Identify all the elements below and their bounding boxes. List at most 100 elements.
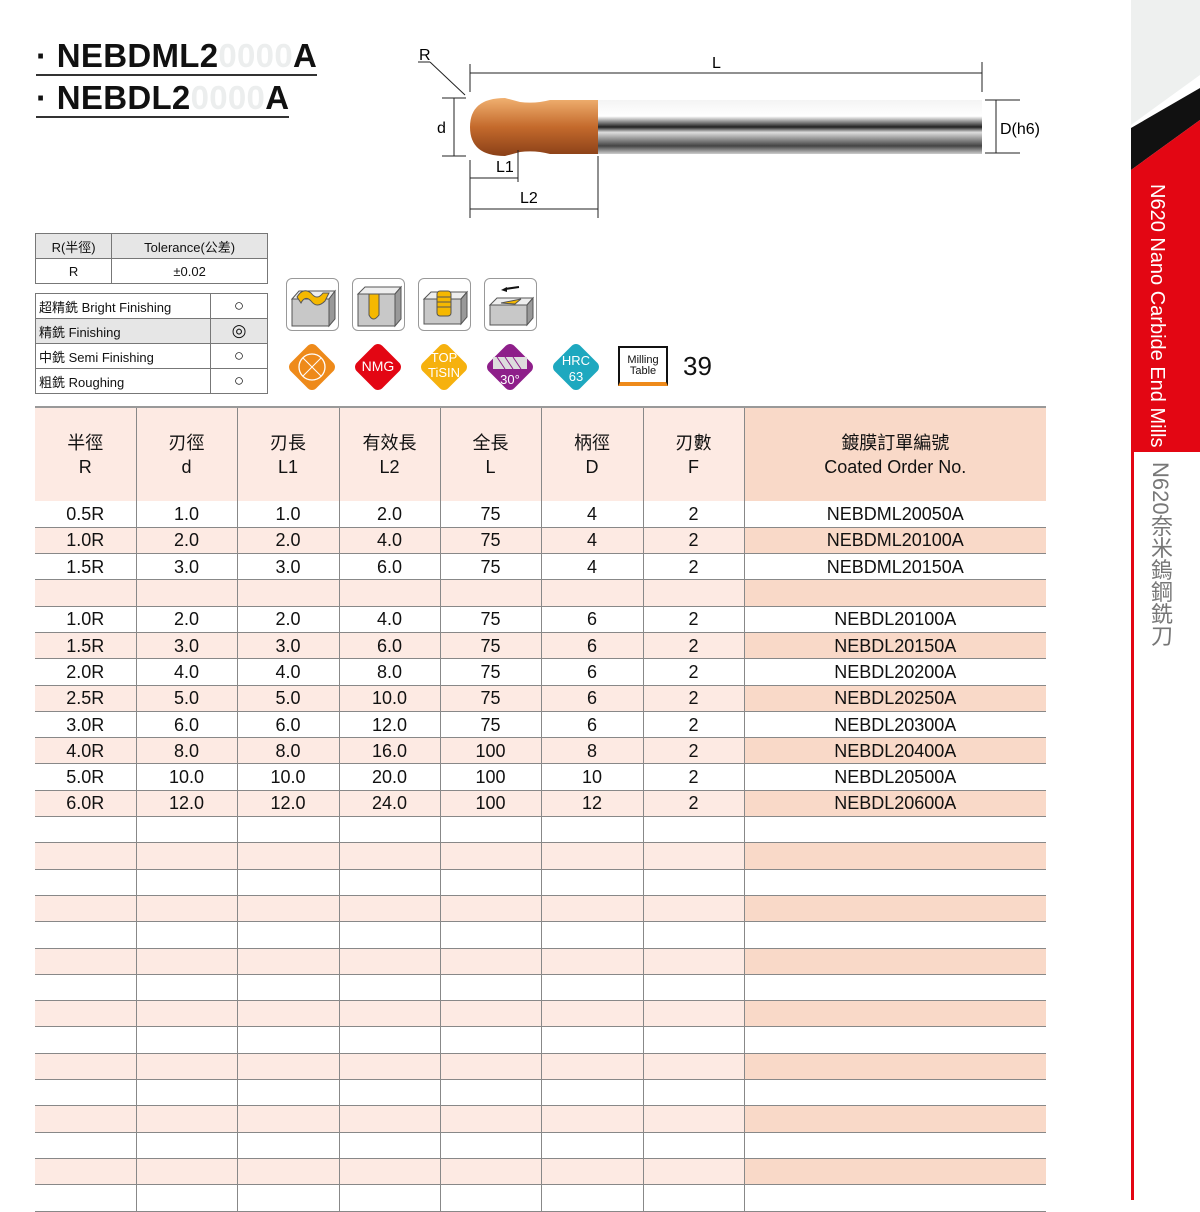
table-cell [135,1105,238,1133]
table-cell [439,895,542,923]
table-row [35,948,1046,975]
table-cell [439,1026,542,1054]
table-cell: 2.0R [35,658,137,686]
table-cell [642,1158,745,1186]
table-cell [743,1132,1046,1159]
table-cell [236,1184,340,1212]
table-cell [236,1026,340,1054]
table-cell: 1.0R [35,527,137,555]
column-header-line: d [181,456,192,477]
table-cell [338,974,441,1002]
table-label: Table [629,365,657,377]
table-cell [743,816,1046,844]
coating-badge: TOP TiSIN [417,340,471,394]
finishing-mark: ◎ [210,318,268,344]
table-cell [642,579,745,607]
title-ghost: 0000 [190,79,266,116]
table-cell [135,816,238,844]
table-cell [35,816,137,844]
table-cell [439,816,542,844]
column-header: 半徑 R [35,406,137,501]
table-cell [236,869,340,896]
table-cell: 20.0 [338,763,441,791]
label-D: D(h6) [1000,121,1040,138]
table-cell [338,1000,441,1028]
table-cell [338,948,441,975]
table-cell [642,1132,745,1159]
table-cell [540,1105,644,1133]
table-cell: 3.0R [35,711,137,739]
table-cell: 2 [642,632,745,660]
table-cell: 2 [642,790,745,818]
table-cell [439,974,542,1002]
bullet: · [36,37,48,74]
label-L: L [712,55,721,72]
table-cell: 2.0 [236,606,340,633]
table-cell: 12.0 [338,711,441,739]
table-cell: 1.0R [35,606,137,633]
helix-badge: 30° [483,340,537,394]
table-cell [540,895,644,923]
table-cell: 2.0 [135,527,238,555]
table-row: 1.5R 3.0 3.0 6.0 75 6 2 NEBDL20150A [35,632,1046,660]
table-cell [540,974,644,1002]
table-cell [338,869,441,896]
table-cell [540,921,644,949]
finishing-mark: ○ [210,368,268,394]
label-R: R [419,47,431,64]
table-cell: 8.0 [236,737,340,765]
table-cell: 2 [642,685,745,712]
table-cell [35,974,137,1002]
hrc-value: 63 [568,369,584,384]
coating-top: TOP [430,350,458,365]
table-cell: 24.0 [338,790,441,818]
tolerance-header: Tolerance(公差) [111,233,268,259]
table-row [35,869,1046,896]
table-cell: NEBDML20150A [743,553,1046,581]
label-L2: L2 [520,190,538,207]
column-header: 鍍膜訂單編號 Coated Order No. [743,406,1046,501]
nmg-badge: NMG [351,340,405,394]
table-row [35,1053,1046,1081]
table-cell: NEBDL20150A [743,632,1046,660]
column-header-line: 柄徑 [574,432,610,453]
table-cell [439,1158,542,1186]
table-cell [743,1026,1046,1054]
table-cell: 2.0 [338,501,441,528]
table-cell: 3.0 [236,553,340,581]
table-cell [540,1132,644,1159]
table-cell: 16.0 [338,737,441,765]
table-cell [439,1079,542,1107]
milling-table-icon[interactable]: Milling Table [618,346,668,386]
finishing-label: 中銑 Semi Finishing [35,343,211,369]
table-cell: 2 [642,763,745,791]
sidebar-title-english: N620 Nano Carbide End Mills [1146,184,1168,448]
table-cell [642,816,745,844]
table-cell [35,1026,137,1054]
table-row: 2.5R 5.0 5.0 10.0 75 6 2 NEBDL20250A [35,685,1046,712]
table-cell: 6 [540,658,644,686]
table-cell: 4.0 [135,658,238,686]
table-row [35,579,1046,607]
table-row: 1.5R 3.0 3.0 6.0 75 4 2 NEBDML20150A [35,553,1046,581]
table-cell: 12.0 [236,790,340,818]
table-cell [439,921,542,949]
table-row: 5.0R 10.0 10.0 20.0 100 10 2 NEBDL20500A [35,763,1046,791]
table-cell [338,1026,441,1054]
tolerance-value: ±0.02 [111,258,268,284]
table-cell: 12.0 [135,790,238,818]
helix-label: 30° [500,372,520,387]
page-reference[interactable]: 39 [683,351,712,381]
table-cell: 5.0 [135,685,238,712]
table-cell [540,1053,644,1081]
ball-nose-icon [289,344,335,390]
table-cell [642,1000,745,1028]
table-row: 6.0R 12.0 12.0 24.0 100 12 2 NEBDL20600A [35,790,1046,818]
table-cell [35,921,137,949]
table-cell [540,1184,644,1212]
table-cell: 2 [642,606,745,633]
table-cell [540,948,644,975]
finishing-mark: ○ [210,293,268,319]
table-cell [35,1105,137,1133]
table-cell [35,579,137,607]
